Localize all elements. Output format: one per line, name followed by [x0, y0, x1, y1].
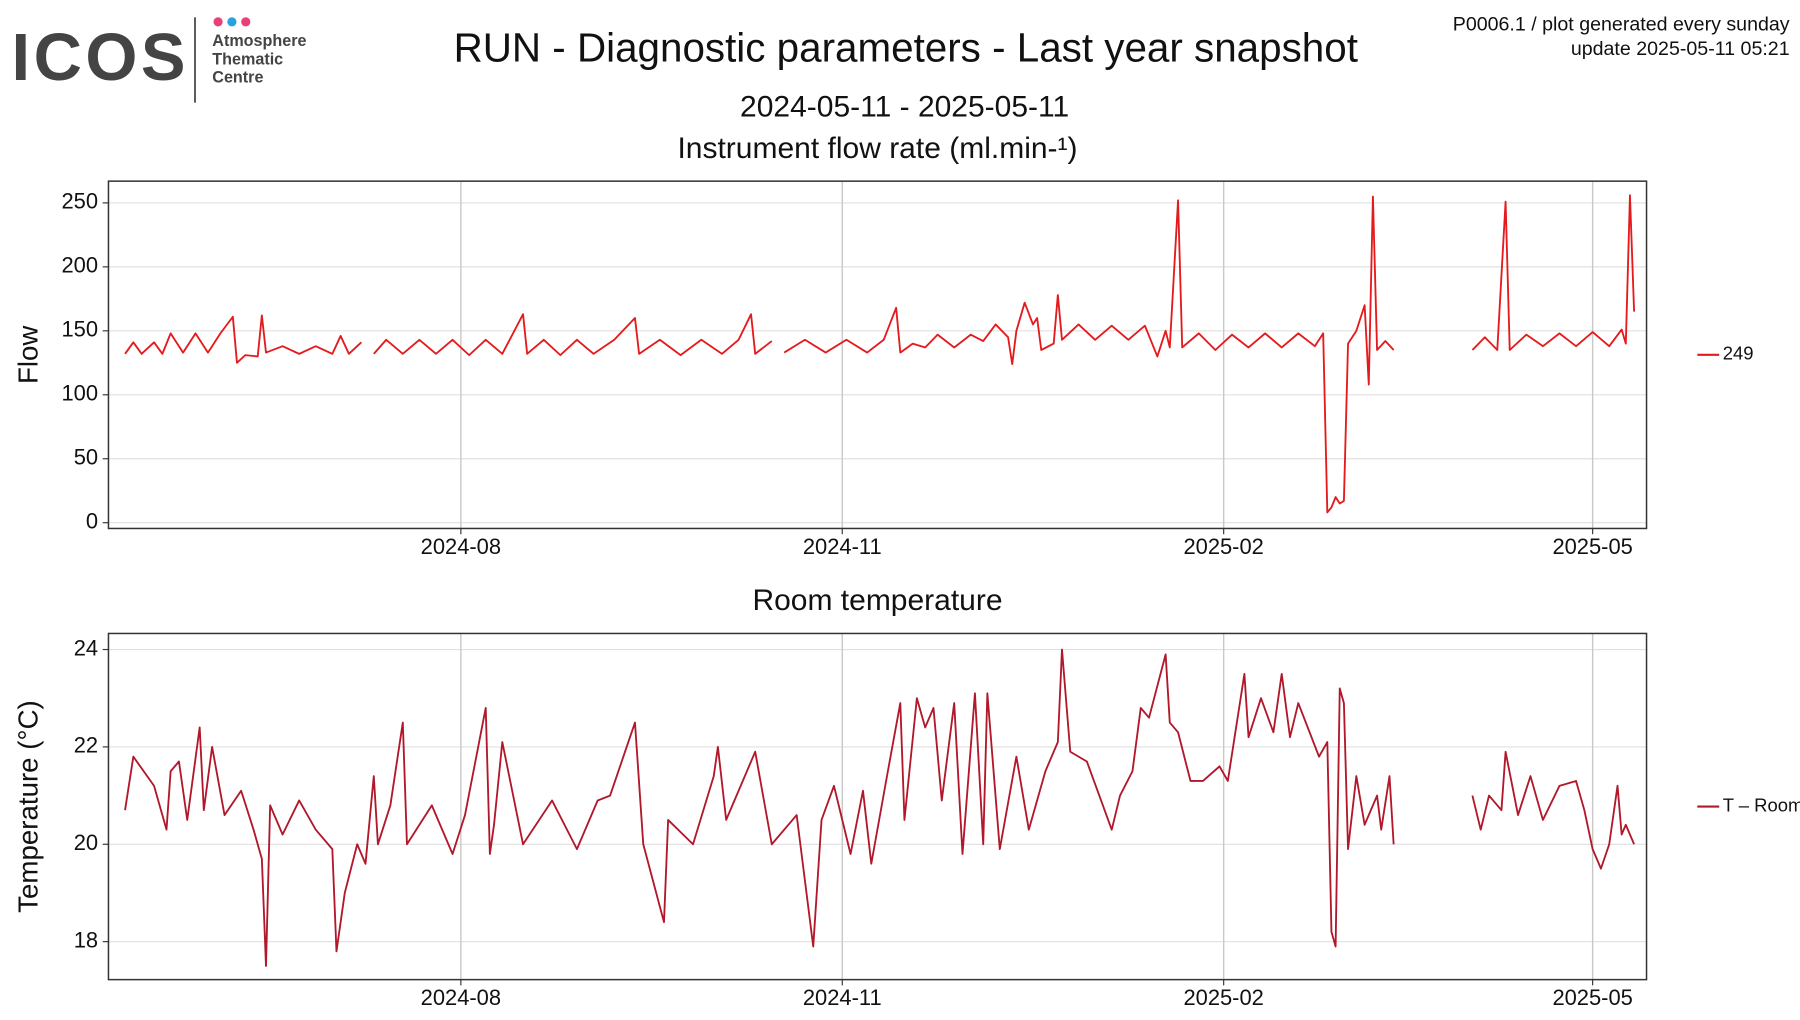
charts: Instrument flow rate (ml.min-¹) Flow 0 50 10… — [12, 132, 1800, 1010]
page-title: RUN - Diagnostic parameters - Last year … — [454, 24, 1358, 70]
y-tick-label: 200 — [62, 253, 99, 278]
y-tick-label: 50 — [74, 445, 98, 470]
y-tick-label: 22 — [74, 733, 98, 758]
logo-line: Thematic — [212, 50, 283, 68]
note: update 2025-05-11 05:21 — [1571, 38, 1790, 60]
x-tick-label: 2024-08 — [421, 534, 501, 559]
chart-title: Instrument flow rate (ml.min-¹) — [677, 132, 1077, 165]
chart-title: Room temperature — [752, 584, 1002, 617]
x-tick-label: 2024-08 — [421, 985, 501, 1010]
logo-dot — [213, 17, 223, 27]
logo-dot — [241, 17, 251, 27]
data-line — [124, 194, 1636, 514]
y-tick-label: 0 — [86, 509, 98, 534]
note: P0006.1 / plot generated every sunday — [1453, 14, 1790, 36]
page-subtitle: 2024-05-11 - 2025-05-11 — [740, 90, 1069, 123]
x-tick-label: 2025-05 — [1552, 985, 1632, 1010]
data-line — [124, 648, 1635, 967]
y-tick-label: 150 — [62, 317, 99, 342]
logo-text: ICOS — [12, 20, 189, 95]
x-tick-label: 2025-05 — [1552, 534, 1632, 559]
logo-line: Atmosphere — [212, 32, 306, 50]
plot-border — [107, 180, 1648, 530]
y-tick-label: 20 — [74, 830, 98, 855]
x-tick-label: 2025-02 — [1183, 985, 1263, 1010]
legend-label: T – Room — [1723, 794, 1800, 815]
plot-border — [107, 632, 1648, 981]
y-tick-label: 24 — [74, 635, 98, 660]
y-axis-label: Temperature (°C) — [12, 700, 43, 913]
legend-label: 249 — [1723, 343, 1754, 364]
y-tick-label: 250 — [62, 189, 99, 214]
x-tick-label: 2024-11 — [803, 534, 882, 559]
logo-line: Centre — [212, 69, 263, 87]
x-tick-label: 2025-02 — [1183, 534, 1263, 559]
y-tick-label: 100 — [62, 381, 99, 406]
logo-dot — [227, 17, 237, 27]
x-tick-label: 2024-11 — [803, 985, 882, 1010]
y-tick-label: 18 — [74, 927, 98, 952]
y-axis-label: Flow — [12, 325, 43, 384]
